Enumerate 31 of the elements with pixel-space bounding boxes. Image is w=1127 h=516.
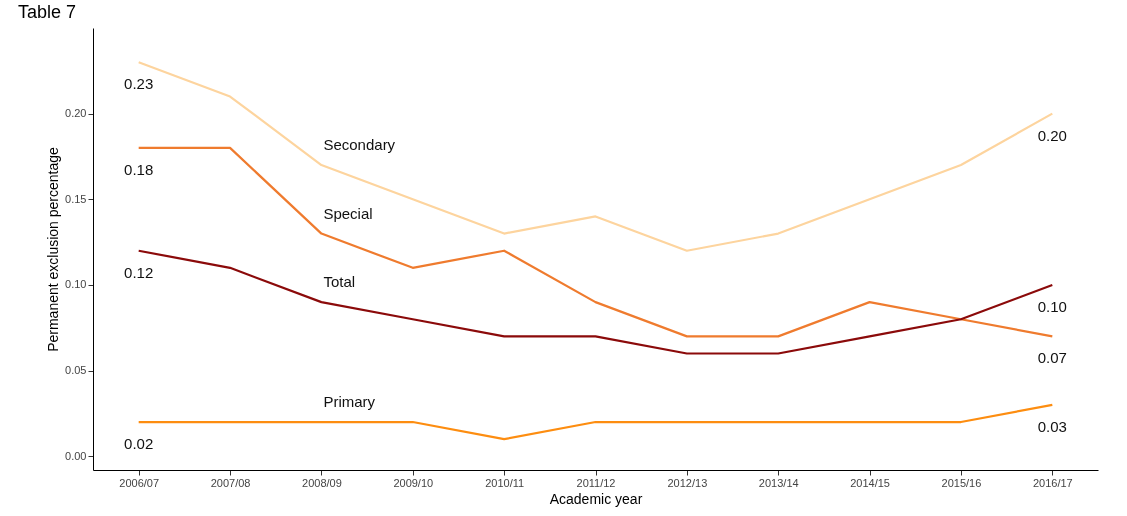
x-tick-label: 2009/10 [393,476,434,489]
data-label: 0.10 [1037,297,1067,315]
x-tick-label: 2013/14 [758,476,799,489]
data-label: 0.18 [124,160,154,178]
x-tick-label: 2007/08 [210,476,251,489]
series-label: Primary [323,393,376,411]
series-label: Secondary [323,136,396,154]
x-tick-label: 2012/13 [667,476,708,489]
data-label: 0.20 [1037,126,1067,144]
y-tick-label: 0.10 [65,278,87,291]
data-label: 0.07 [1037,349,1067,367]
x-tick-label: 2006/07 [119,476,160,489]
data-label: 0.02 [124,435,154,453]
y-tick-label: 0.05 [65,364,87,377]
y-tick-label: 0.00 [65,449,87,462]
y-tick-label: 0.15 [65,192,87,205]
x-tick-label: 2015/16 [941,476,982,489]
data-label: 0.03 [1037,417,1067,435]
y-axis-title: Permanent exclusion percentage [45,146,62,352]
chart-title: Table 7 [18,2,77,22]
x-tick-label: 2010/11 [485,476,525,489]
x-tick-label: 2011/12 [576,476,616,489]
data-label: 0.23 [124,75,154,93]
x-tick-label: 2008/09 [302,476,342,489]
data-label: 0.12 [124,263,154,281]
x-axis-title: Academic year [549,490,643,507]
y-tick-label: 0.20 [65,107,87,120]
series-label: Special [323,204,373,222]
series-label: Total [323,273,356,291]
x-tick-label: 2016/17 [1032,476,1073,489]
x-tick-label: 2014/15 [850,476,890,489]
